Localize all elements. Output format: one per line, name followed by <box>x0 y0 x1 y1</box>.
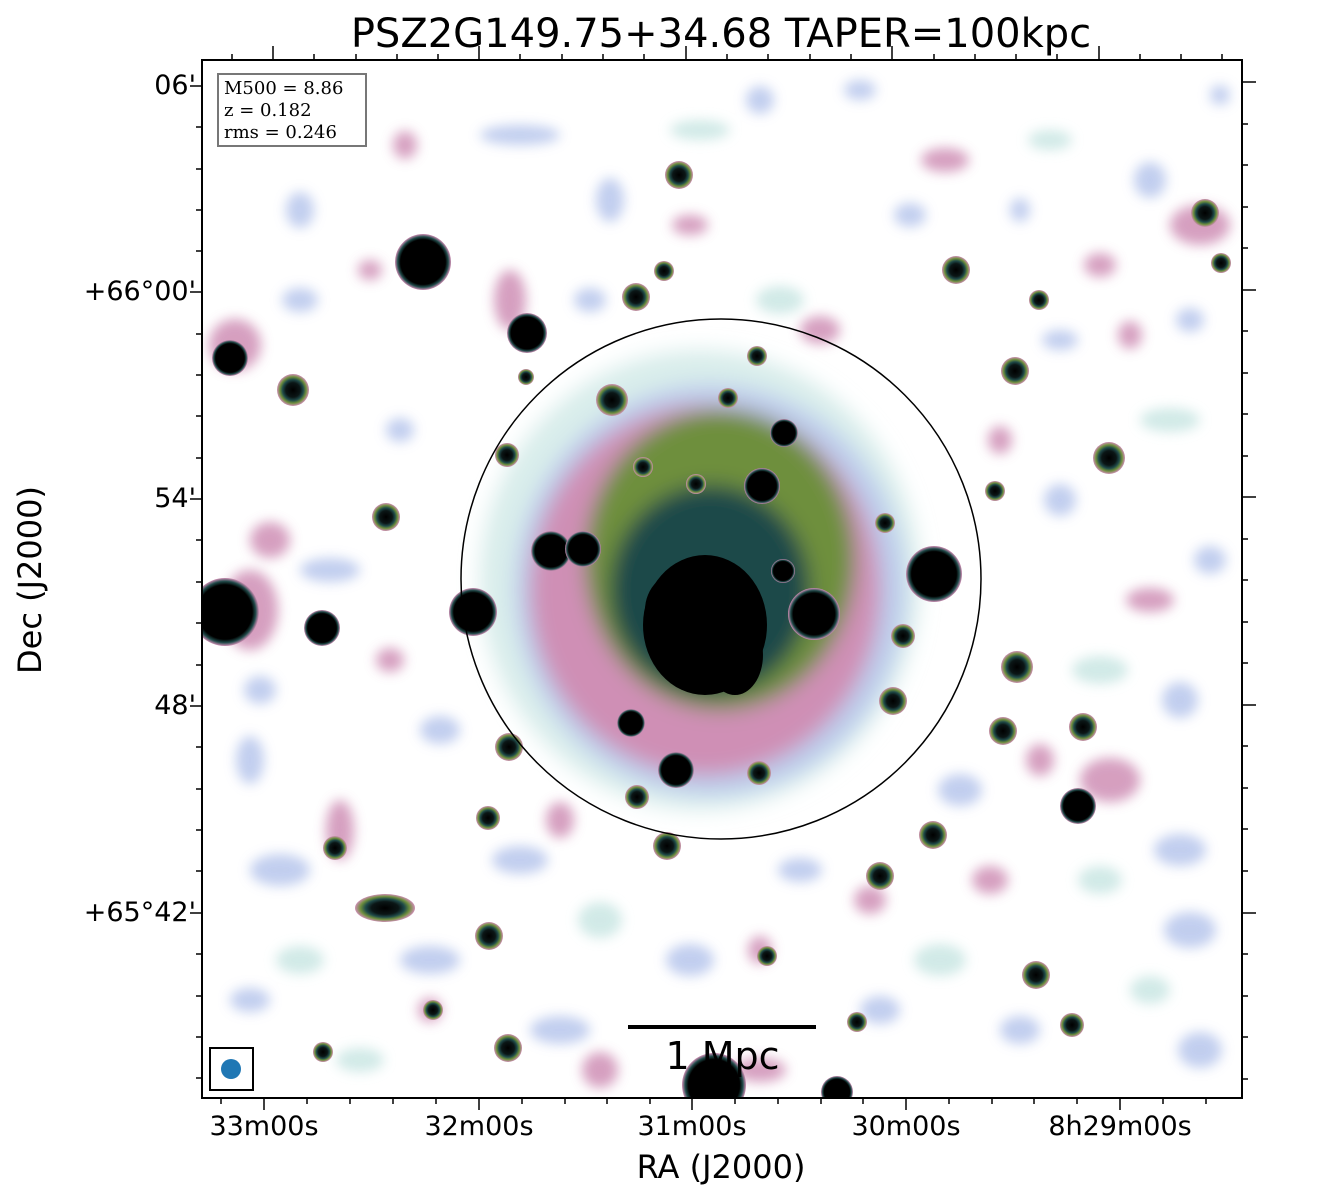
dec-tick-label: 06' <box>154 70 196 101</box>
info-box: M500 = 8.86 z = 0.182 rms = 0.246 <box>217 73 367 147</box>
beam-ellipse <box>221 1059 241 1079</box>
ra-tick-label: 32m00s <box>424 1111 534 1142</box>
ra-tick-label: 30m00s <box>851 1111 961 1142</box>
info-redshift: z = 0.182 <box>224 100 312 121</box>
y-axis-label: Dec (J2000) <box>11 486 49 674</box>
dec-tick-label: +66°00' <box>83 276 196 307</box>
info-mass: M500 = 8.86 <box>224 78 344 99</box>
r500-circle <box>460 318 982 840</box>
beam-indicator <box>209 1047 254 1091</box>
scalebar-label: 1 Mpc <box>665 1034 780 1078</box>
radio-halo <box>480 350 920 810</box>
x-axis-label: RA (J2000) <box>636 1148 806 1186</box>
dec-tick-label: +65°42' <box>83 897 196 928</box>
axis-ticks <box>190 46 1256 1110</box>
plot-border <box>201 59 1243 1099</box>
dec-tick-label: 54' <box>154 483 196 514</box>
point-sources <box>202 161 1231 1098</box>
ra-tick-label: 33m00s <box>209 1111 319 1142</box>
ra-tick-label: 31m00s <box>637 1111 747 1142</box>
info-rms: rms = 0.246 <box>224 122 337 143</box>
plot-title: PSZ2G149.75+34.68 TAPER=100kpc <box>350 11 1092 57</box>
dec-tick-label: 48' <box>154 690 196 721</box>
ra-tick-label: 8h29m00s <box>1048 1111 1192 1142</box>
noise-patches <box>209 80 1230 1088</box>
